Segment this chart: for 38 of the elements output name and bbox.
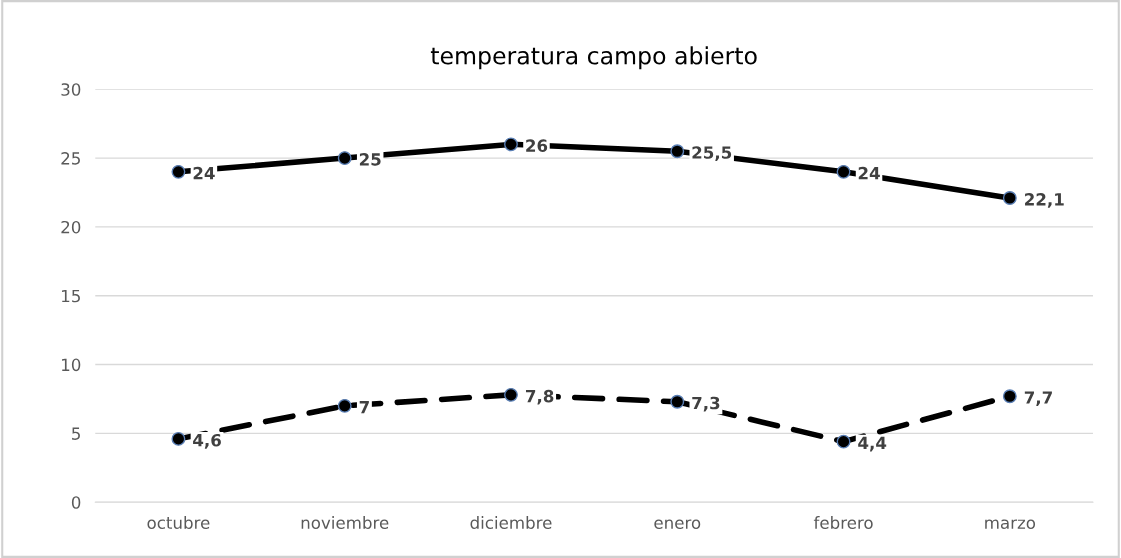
y-tick-label: 20 [61,220,81,234]
point [836,434,851,449]
data-label: 7,8 [525,389,554,405]
x-tick-label: diciembre [470,516,552,529]
y-tick-label: 5 [72,427,80,440]
data-label: 25 [359,153,381,166]
data-label: 24 [858,166,880,180]
data-label: 4,6 [193,433,221,449]
data-label: 7,7 [1024,391,1052,406]
point [504,387,518,402]
x-tick-label: noviembre [301,516,389,529]
point [1002,191,1017,205]
data-label: 4,4 [858,436,887,452]
point [1002,389,1017,404]
x-tick-label: octubre [147,516,210,529]
y-tick-label: 10 [62,358,81,372]
point [171,431,186,446]
x-tick-label: febrero [813,516,873,529]
point [670,144,685,159]
point [670,394,685,409]
point [337,398,352,413]
chart-title: temperatura campo abierto [430,46,757,70]
y-tick-label: 15 [62,289,80,303]
point [171,164,186,179]
point [504,137,518,152]
data-label: 26 [526,139,548,152]
data-label: 7 [359,401,369,414]
x-tick-label: marzo [985,519,1036,529]
data-label: 22,1 [1025,193,1064,208]
point [337,151,352,166]
data-label: 7,3 [692,396,720,412]
y-tick-label: 0 [71,496,81,509]
data-label: 24 [193,166,215,180]
data-label: 25,5 [692,146,732,161]
y-tick-label: 25 [61,152,80,165]
x-tick-label: enero [654,519,701,529]
point [836,164,851,179]
y-tick-label: 30 [61,83,81,96]
